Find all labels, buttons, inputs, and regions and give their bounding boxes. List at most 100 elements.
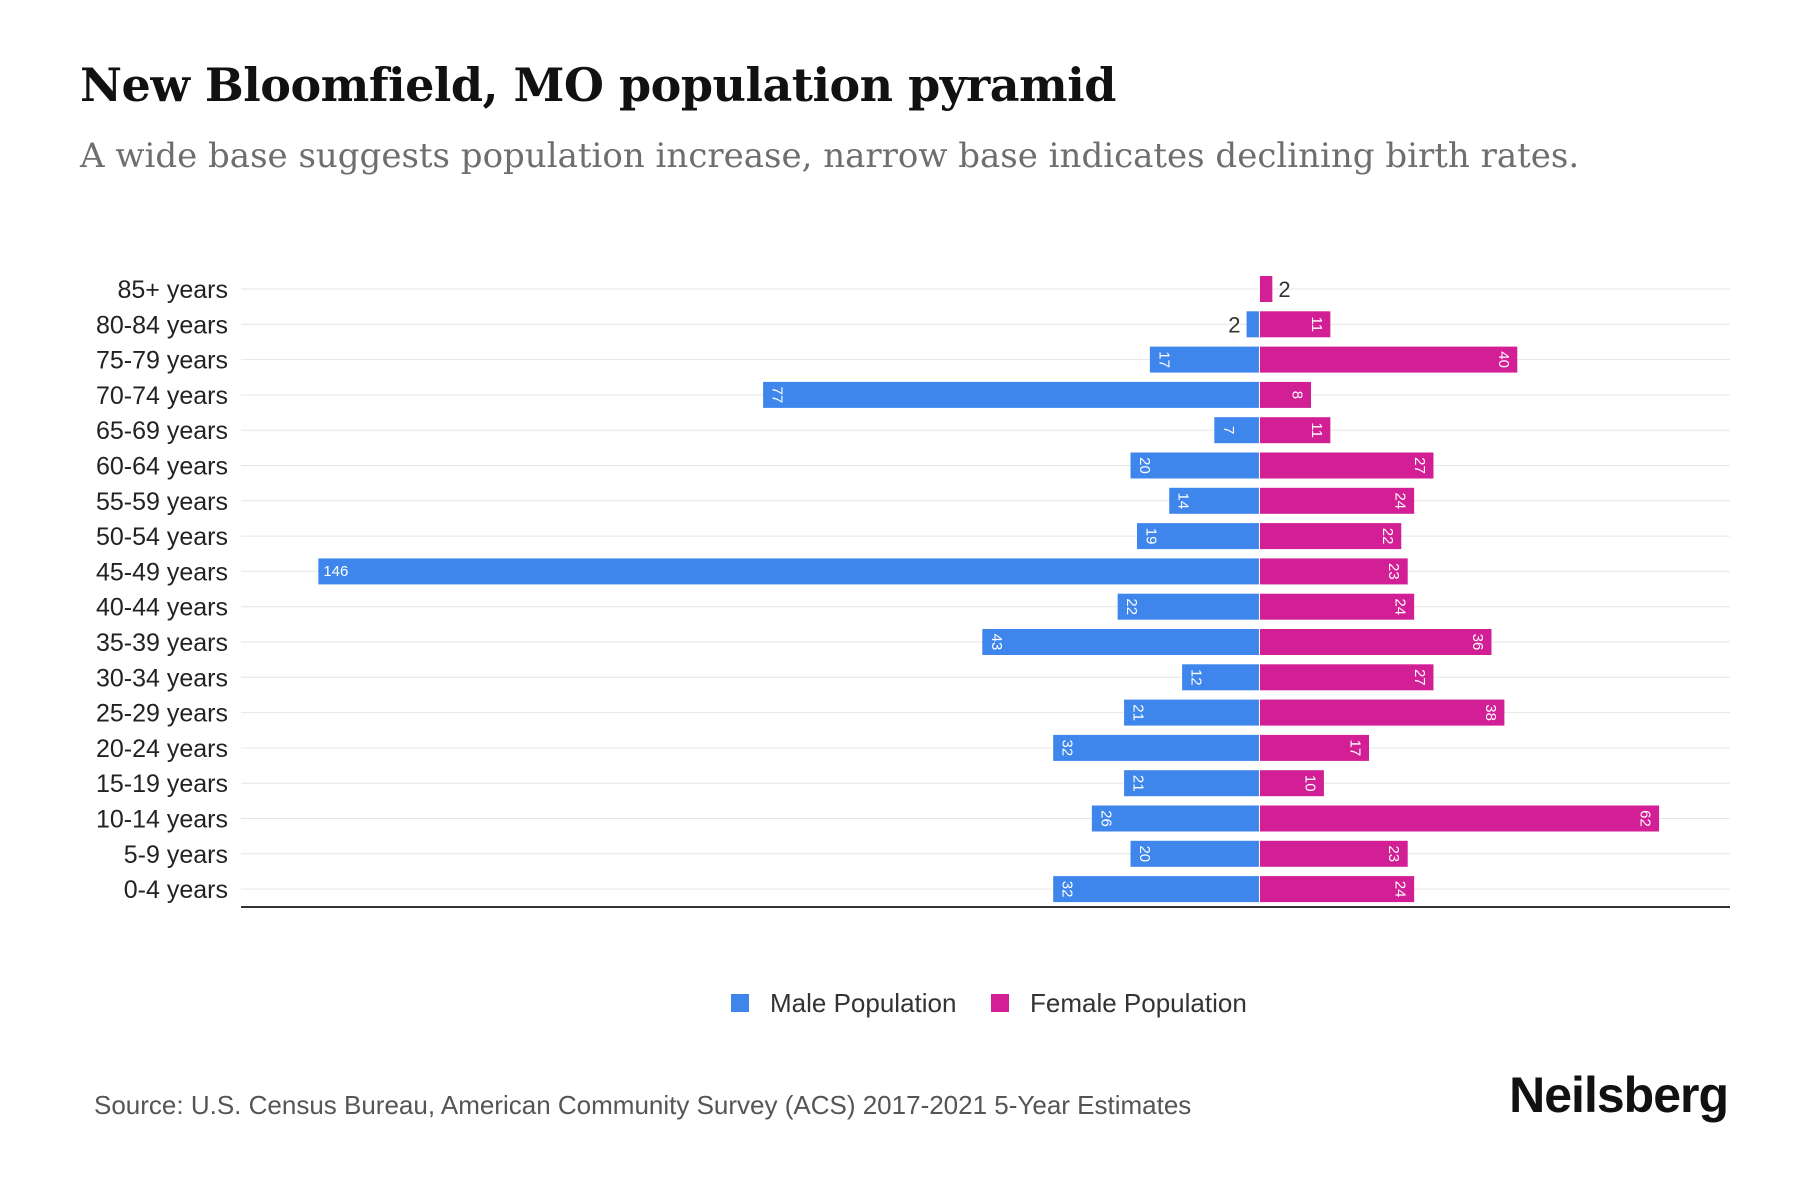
female-bar [1259,487,1415,514]
female-bar [1259,276,1273,302]
legend-female-swatch [991,994,1009,1012]
female-value-label: 11 [1308,317,1325,333]
female-value-label: 62 [1637,810,1654,827]
female-value-label: 23 [1385,563,1402,580]
female-value-label: 10 [1301,775,1318,792]
female-bar [1259,664,1434,691]
male-bar [1149,346,1260,373]
category-label: 80-84 years [96,311,228,339]
source-note: Source: U.S. Census Bureau, American Com… [94,1090,1192,1120]
male-value-label: 20 [1136,457,1153,474]
category-label: 0-4 years [124,876,228,904]
female-value-label: 17 [1347,740,1364,757]
category-label: 60-64 years [96,453,228,481]
category-label: 35-39 years [96,629,228,657]
male-value-label: 21 [1130,775,1147,792]
category-label: 10-14 years [96,806,228,834]
male-bar [1214,417,1260,444]
female-value-label: 27 [1411,669,1428,686]
female-value-label: 2 [1278,277,1290,302]
category-label: 5-9 years [124,841,228,869]
male-bar [318,558,1260,585]
male-value-label: 22 [1123,598,1140,615]
category-label: 70-74 years [96,382,228,410]
male-bar [1124,699,1260,726]
legend-male-swatch [731,994,749,1012]
female-value-label: 27 [1411,457,1428,474]
category-label: 25-29 years [96,700,228,728]
male-bar [1053,734,1260,761]
gridlines [241,288,1730,890]
male-value-label: 19 [1142,528,1159,545]
female-bar [1259,558,1408,585]
female-value-label: 22 [1379,528,1396,545]
category-label: 75-79 years [96,347,228,375]
female-bar [1259,629,1492,655]
male-value-label: 26 [1097,810,1114,827]
brand-logo: Neilsberg [1509,1067,1729,1123]
category-label: 45-49 years [96,558,228,586]
female-value-label: 36 [1469,634,1486,651]
category-label: 40-44 years [96,594,228,622]
female-bar [1259,876,1415,903]
female-bar [1259,452,1434,479]
female-bar [1259,417,1331,444]
male-value-label: 43 [988,634,1005,651]
female-value-label: 8 [1289,391,1306,399]
legend: Male Population Female Population [731,988,1247,1018]
female-value-label: 38 [1482,704,1499,721]
female-value-label: 24 [1392,881,1409,898]
category-label: 65-69 years [96,417,228,445]
male-bar [1246,311,1260,338]
category-label: 20-24 years [96,735,228,763]
male-bar [1182,664,1260,691]
male-bar [1053,876,1260,903]
male-bar [982,629,1260,655]
category-label: 55-59 years [96,488,228,516]
legend-female-label: Female Population [1030,988,1247,1018]
female-value-label: 40 [1495,351,1512,368]
male-bar [1136,523,1260,550]
male-value-label: 17 [1155,351,1172,368]
category-label: 50-54 years [96,523,228,551]
female-bar [1259,311,1331,338]
female-bar [1259,593,1415,620]
male-bar [763,381,1260,408]
category-label: 30-34 years [96,664,228,692]
female-bar [1259,734,1370,761]
male-value-label: 20 [1136,845,1153,862]
female-value-label: 11 [1308,422,1325,438]
category-label: 85+ years [118,276,229,304]
female-bar [1259,770,1324,797]
male-value-label: 21 [1130,704,1147,721]
female-value-label: 24 [1392,492,1409,509]
male-bar [1130,452,1260,479]
male-value-label: 12 [1188,669,1205,686]
female-bar [1259,840,1408,867]
male-value-label: 77 [769,387,786,404]
female-bar [1259,523,1402,550]
male-value-label: 32 [1059,881,1076,898]
female-bar [1259,346,1518,373]
male-bar [1169,487,1260,514]
chart-subtitle: A wide base suggests population increase… [80,136,1580,176]
male-bar [1130,840,1260,867]
female-value-label: 24 [1392,598,1409,615]
female-bar [1259,805,1660,832]
male-value-label: 2 [1228,312,1240,337]
male-value-label: 146 [323,563,348,580]
male-bar [1091,805,1260,832]
male-bar [1124,770,1260,797]
category-label: 15-19 years [96,770,228,798]
male-value-label: 32 [1059,740,1076,757]
male-bar [1117,593,1260,620]
female-value-label: 23 [1385,845,1402,862]
male-value-label: 14 [1175,492,1192,509]
legend-male-label: Male Population [770,988,956,1018]
male-value-label: 7 [1220,426,1237,434]
chart-title: New Bloomfield, MO population pyramid [80,58,1116,112]
female-bar [1259,699,1505,726]
category-labels: 85+ years 80-84 years 75-79 years 70-74 yea… [96,276,228,904]
